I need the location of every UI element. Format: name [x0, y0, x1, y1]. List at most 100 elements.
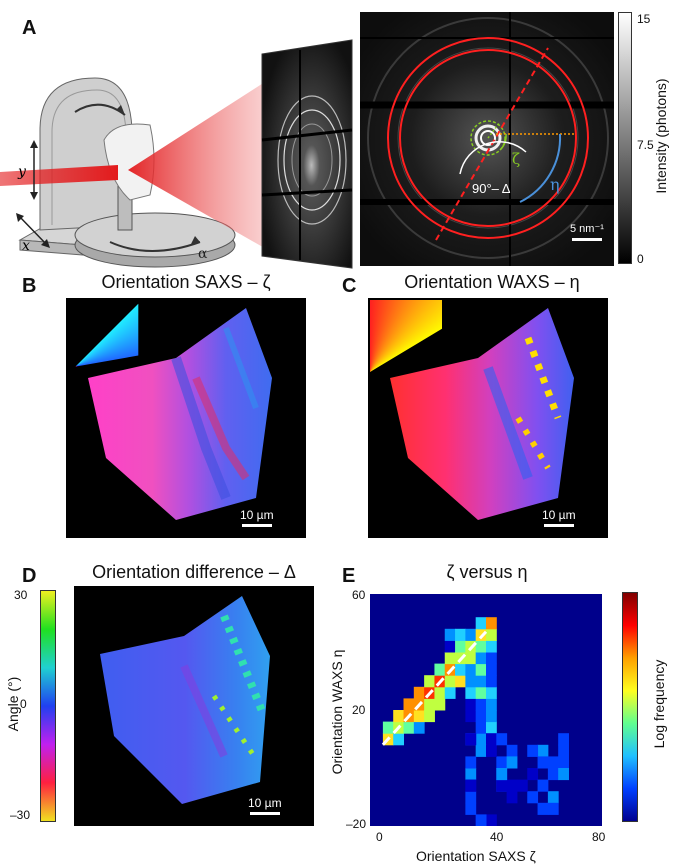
- heatmap-cell: [444, 628, 456, 641]
- heatmap-cell: [496, 779, 508, 792]
- diffraction-pattern: ζ η 90°– Δ 5 nm⁻¹: [360, 12, 614, 266]
- heatmap-cell: [403, 721, 415, 734]
- heatmap-cell: [506, 744, 518, 757]
- y-tick-20: 20: [352, 703, 366, 717]
- heatmap-cell: [527, 791, 539, 804]
- heatmap-cell: [486, 733, 497, 746]
- heatmap-cell: [434, 686, 446, 699]
- x-tick-40: 40: [490, 830, 504, 844]
- heatmap-cell: [455, 628, 466, 641]
- heatmap-cell: [486, 710, 497, 723]
- intensity-tick-mid: 7.5: [637, 138, 654, 152]
- heatmap-cell: [537, 802, 549, 815]
- heatmap-cell: [486, 640, 497, 653]
- angle-tick-bottom: –30: [10, 808, 31, 822]
- heatmap-cell: [506, 779, 518, 792]
- heatmap-cell: [486, 698, 497, 711]
- heatmap-cell: [455, 663, 466, 676]
- heatmap-cell: [465, 628, 477, 641]
- heatmap-cell: [475, 640, 487, 653]
- heatmap-cell: [475, 721, 487, 734]
- heatmap-cell: [516, 779, 528, 792]
- y-tick-minus20: –20: [346, 817, 367, 831]
- y-tick-60: 60: [352, 588, 366, 602]
- heatmap-cell: [547, 756, 559, 769]
- heatmap-cell: [486, 617, 497, 630]
- heatmap-cell: [486, 744, 497, 757]
- heatmap-cell: [475, 617, 487, 630]
- heatmap-cell: [465, 675, 477, 688]
- heatmap-cell: [465, 756, 477, 769]
- detector-scalebar-label: 5 nm⁻¹: [570, 223, 604, 235]
- heatmap-cell: [475, 814, 487, 826]
- heatmap-cell: [558, 744, 569, 757]
- heatmap-cell: [393, 733, 405, 746]
- zeta-symbol: ζ: [512, 150, 520, 168]
- heatmap-cell: [547, 802, 559, 815]
- heatmap-cell: [486, 652, 497, 665]
- angle-colorbar-label: Angle (°): [5, 676, 21, 732]
- heatmap-cell: [475, 733, 487, 746]
- heatmap-cell: [465, 802, 477, 815]
- heatmap-cell: [475, 710, 487, 723]
- heatmap-cell: [475, 686, 487, 699]
- heatmap-cell: [455, 675, 466, 688]
- heatmap-cell: [444, 640, 456, 653]
- heatmap-cell: [455, 640, 466, 653]
- panel-letter-e: E: [342, 565, 356, 587]
- fit-line: [381, 630, 488, 746]
- heatmap-cell: [486, 686, 497, 699]
- panel-e-title: ζ versus η: [446, 562, 528, 582]
- heatmap-cell: [424, 710, 435, 723]
- heatmap-cell: [465, 686, 477, 699]
- angle-tick-top: 30: [14, 588, 28, 602]
- zeta-eta-heatmap: [370, 594, 602, 826]
- heatmap-cell: [486, 628, 497, 641]
- heatmap-cell: [403, 698, 415, 711]
- heatmap-cell: [537, 756, 549, 769]
- intensity-colorbar: [618, 12, 632, 264]
- heatmap-cell: [486, 721, 497, 734]
- heatmap-cell: [475, 652, 487, 665]
- panel-letter-c: C: [342, 275, 357, 297]
- saxs-orientation-map: 10 µm: [66, 298, 306, 538]
- heatmap-cell: [547, 768, 559, 781]
- y-axis-title: Orientation WAXS η: [329, 649, 345, 775]
- heatmap-cell: [465, 698, 477, 711]
- heatmap-cell: [413, 686, 425, 699]
- panel-b-title: Orientation SAXS – ζ: [101, 272, 271, 292]
- angle-label: 90°– Δ: [472, 181, 511, 196]
- intensity-tick-min: 0: [637, 252, 644, 266]
- heatmap-cell: [475, 698, 487, 711]
- heatmap-cell: [382, 721, 394, 734]
- heatmap-cell: [444, 686, 456, 699]
- heatmap-cell: [527, 744, 539, 757]
- heatmap-cell: [537, 744, 549, 757]
- x-axis-title: Orientation SAXS ζ: [416, 848, 536, 864]
- heatmap-cell: [475, 628, 487, 641]
- x-tick-0: 0: [376, 830, 383, 844]
- heatmap-cell: [547, 791, 559, 804]
- panel-letter-d: D: [22, 565, 37, 587]
- heatmap-cell: [486, 663, 497, 676]
- panel-c-scalebar-label: 10 µm: [542, 508, 576, 522]
- intensity-colorbar-label: Intensity (photons): [653, 78, 669, 194]
- angle-tick-mid: 0: [20, 697, 27, 711]
- heatmap-cell: [486, 675, 497, 688]
- heatmap-cell: [475, 744, 487, 757]
- heatmap-cell: [434, 663, 446, 676]
- heatmap-cell: [434, 698, 446, 711]
- heatmap-cell: [465, 768, 477, 781]
- heatmap-cell: [527, 768, 539, 781]
- heatmap-cell: [444, 652, 456, 665]
- panel-c-title: Orientation WAXS – η: [404, 272, 580, 292]
- heatmap-cell: [393, 710, 405, 723]
- heatmap-cell: [475, 663, 487, 676]
- orientation-difference-map: 10 µm: [74, 586, 314, 826]
- panel-letter-b: B: [22, 275, 37, 297]
- heatmap-cell: [506, 756, 518, 769]
- heatmap-cell: [444, 675, 456, 688]
- panel-d-title: Orientation difference – Δ: [92, 562, 296, 582]
- x-axis-label: x: [22, 238, 30, 254]
- heatmap-cell: [413, 710, 425, 723]
